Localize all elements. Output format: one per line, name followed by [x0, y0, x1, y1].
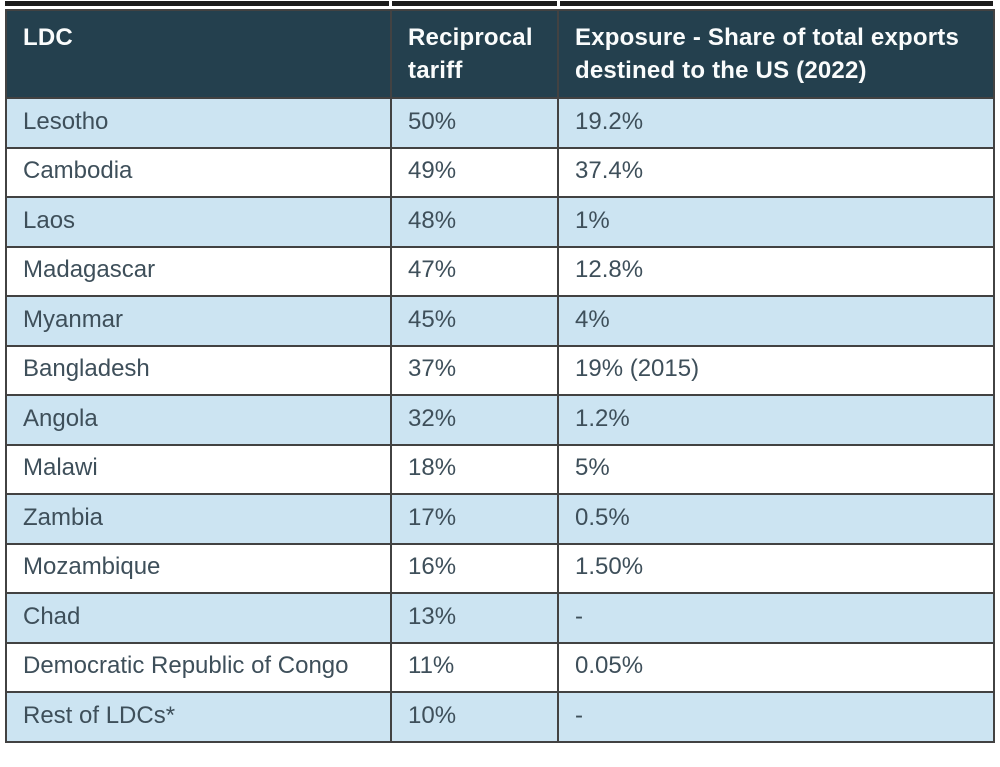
ldc-cell: Laos: [5, 196, 392, 248]
tariff-cell: 32%: [390, 394, 559, 446]
exposure-cell: 5%: [557, 443, 995, 496]
ldc-cell: Zambia: [5, 493, 392, 545]
tariff-cell: 49%: [390, 146, 559, 199]
tariff-cell: 11%: [390, 641, 559, 694]
tariff-cell: 45%: [390, 295, 559, 347]
exposure-cell: 0.05%: [557, 641, 995, 694]
table-row: Mozambique 16% 1.50%: [5, 542, 995, 595]
top-rule-segment-tariff: [392, 1, 557, 6]
table-row: Angola 32% 1.2%: [5, 394, 995, 446]
table-body: Lesotho 50% 19.2% Cambodia 49% 37.4% Laos 48% 1%…: [5, 97, 995, 743]
column-header-exposure: Exposure - Share of total exports destin…: [557, 8, 995, 100]
exposure-cell: -: [557, 592, 995, 644]
tariff-cell: 16%: [390, 542, 559, 595]
column-header-ldc: LDC: [5, 8, 392, 100]
ldc-cell: Cambodia: [5, 146, 392, 199]
ldc-cell: Democratic Republic of Congo: [5, 641, 392, 694]
table-row: Democratic Republic of Congo 11% 0.05%: [5, 641, 995, 694]
table-row: Cambodia 49% 37.4%: [5, 146, 995, 199]
tariff-cell: 48%: [390, 196, 559, 248]
ldc-cell: Mozambique: [5, 542, 392, 595]
exposure-cell: 0.5%: [557, 493, 995, 545]
ldc-cell: Rest of LDCs*: [5, 691, 392, 743]
tariff-cell: 17%: [390, 493, 559, 545]
header-row: LDC Reciprocal tariff Exposure - Share o…: [5, 8, 995, 100]
table-row: Laos 48% 1%: [5, 196, 995, 248]
top-rule-segment-exposure: [560, 1, 993, 6]
table-row: Madagascar 47% 12.8%: [5, 245, 995, 298]
ldc-cell: Chad: [5, 592, 392, 644]
exposure-cell: 19.2%: [557, 97, 995, 149]
table-row: Myanmar 45% 4%: [5, 295, 995, 347]
tariff-cell: 18%: [390, 443, 559, 496]
ldc-cell: Angola: [5, 394, 392, 446]
exposure-cell: 19% (2015): [557, 344, 995, 397]
table-row: Zambia 17% 0.5%: [5, 493, 995, 545]
tariff-cell: 13%: [390, 592, 559, 644]
table-row: Chad 13% -: [5, 592, 995, 644]
tariff-cell: 47%: [390, 245, 559, 298]
tariff-cell: 37%: [390, 344, 559, 397]
ldc-cell: Bangladesh: [5, 344, 392, 397]
ldc-reciprocal-tariff-table: LDC Reciprocal tariff Exposure - Share o…: [5, 8, 995, 743]
exposure-cell: 1.2%: [557, 394, 995, 446]
ldc-cell: Madagascar: [5, 245, 392, 298]
exposure-cell: 1%: [557, 196, 995, 248]
table-row: Bangladesh 37% 19% (2015): [5, 344, 995, 397]
exposure-cell: -: [557, 691, 995, 743]
ldc-cell: Lesotho: [5, 97, 392, 149]
table-row: Lesotho 50% 19.2%: [5, 97, 995, 149]
column-header-reciprocal-tariff: Reciprocal tariff: [390, 8, 559, 100]
exposure-cell: 37.4%: [557, 146, 995, 199]
tariff-cell: 10%: [390, 691, 559, 743]
exposure-cell: 1.50%: [557, 542, 995, 595]
ldc-cell: Myanmar: [5, 295, 392, 347]
tariff-cell: 50%: [390, 97, 559, 149]
table-top-rule: [5, 1, 993, 6]
table-row: Malawi 18% 5%: [5, 443, 995, 496]
table-row: Rest of LDCs* 10% -: [5, 691, 995, 743]
exposure-cell: 12.8%: [557, 245, 995, 298]
top-rule-segment-ldc: [5, 1, 389, 6]
ldc-cell: Malawi: [5, 443, 392, 496]
exposure-cell: 4%: [557, 295, 995, 347]
